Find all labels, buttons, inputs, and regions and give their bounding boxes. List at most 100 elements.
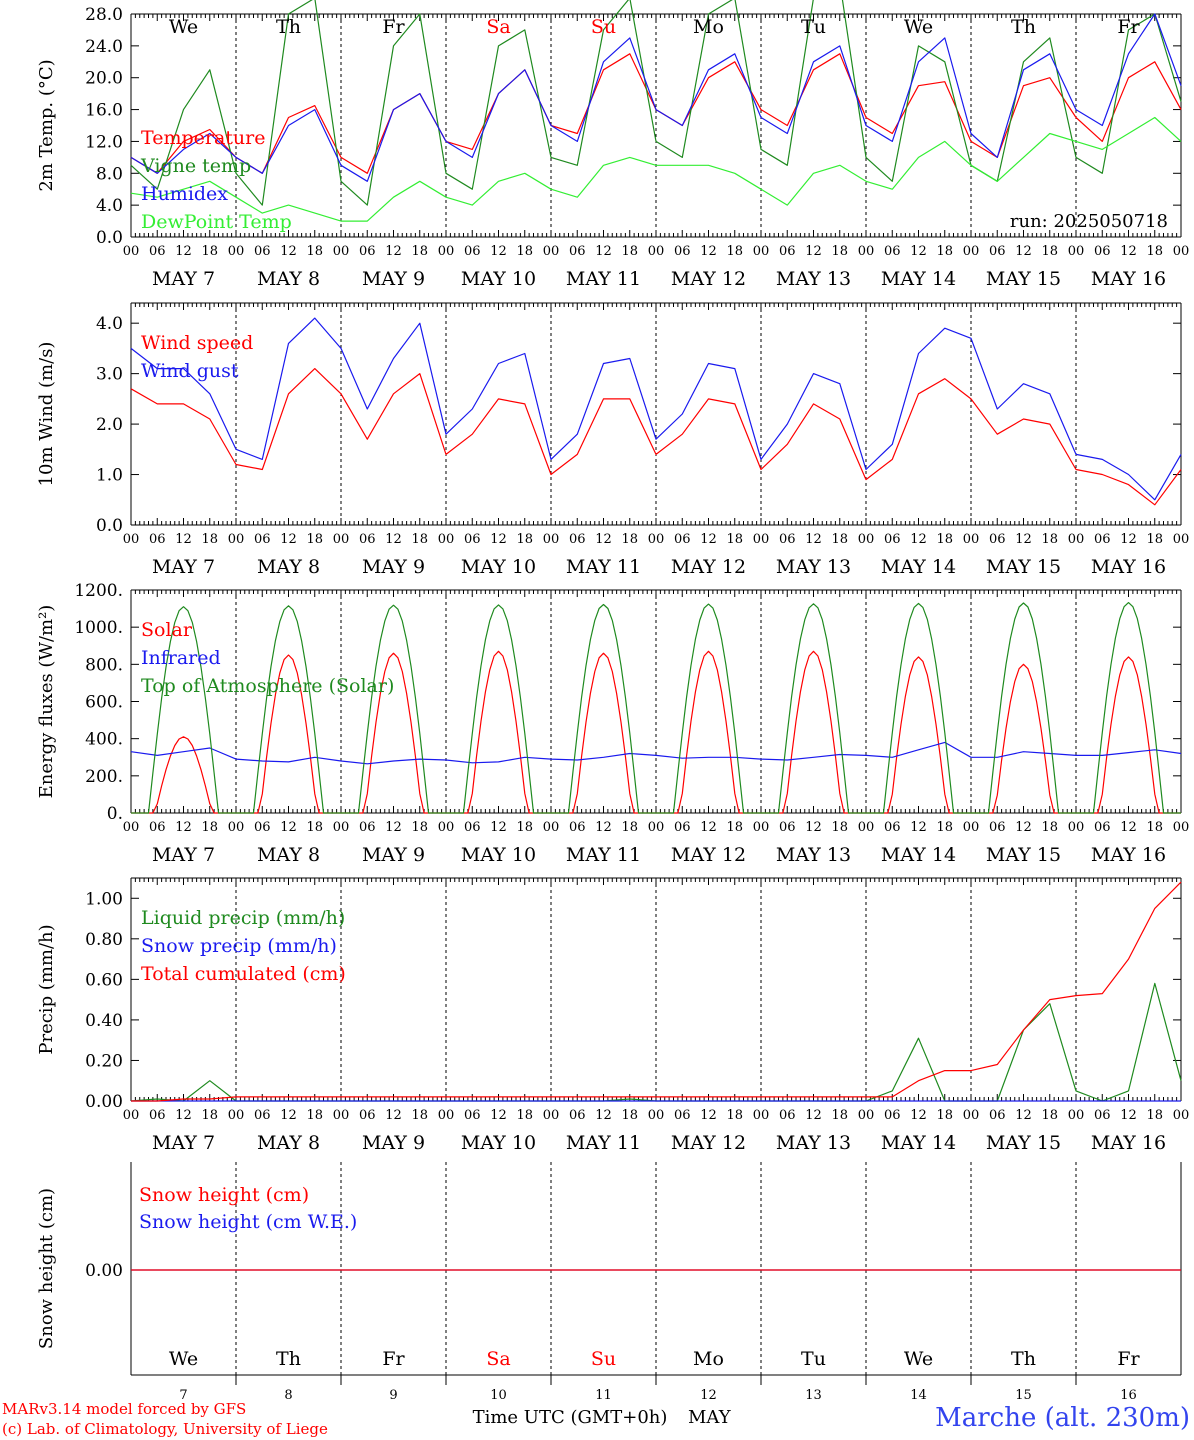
y-axis-label-1: 2m Temp. (°C): [36, 59, 57, 191]
x-tick-label-hour: 06: [884, 1108, 901, 1123]
y-axis-label-2: 10m Wind (m/s): [36, 342, 57, 487]
x-tick-label-hour: 18: [201, 1108, 218, 1123]
x-tick-label-date: MAY 16: [1091, 268, 1166, 290]
x-tick-label-hour: 18: [201, 820, 218, 835]
x-tick-label-date: MAY 8: [257, 556, 320, 578]
x-tick-label-hour: 06: [569, 244, 586, 259]
x-tick-label-date: MAY 12: [671, 556, 746, 578]
x-tick-label-hour: 00: [963, 532, 980, 547]
x-tick-label-date: MAY 14: [881, 268, 956, 290]
y-tick-label: 400.: [85, 730, 123, 750]
x-tick-label-hour: 18: [516, 244, 533, 259]
x-tick-label-hour: 18: [726, 532, 743, 547]
x-tick-label-hour: 00: [123, 820, 140, 835]
footer-lab: (c) Lab. of Climatology, University of L…: [2, 1420, 328, 1438]
x-tick-label-hour: 00: [123, 532, 140, 547]
weekday-label: Tu: [801, 16, 826, 38]
y-tick-label: 24.0: [85, 37, 123, 57]
x-tick-label-date: MAY 9: [362, 556, 425, 578]
x-tick-label-hour: 06: [779, 244, 796, 259]
y-tick-label: 4.0: [96, 196, 123, 216]
x-tick-label-hour: 00: [438, 532, 455, 547]
x-tick-label-hour: 12: [700, 1108, 717, 1123]
x-tick-label-hour: 12: [1120, 1108, 1137, 1123]
x-tick-label-hour: 00: [228, 1108, 245, 1123]
legend-infrared: Infrared: [141, 647, 221, 669]
x-tick-label-hour: 00: [858, 532, 875, 547]
weekday-label: Th: [276, 16, 301, 38]
x-tick-label-hour: 06: [1094, 532, 1111, 547]
x-tick-label-hour: 00: [228, 532, 245, 547]
x-tick-label-hour: 06: [674, 1108, 691, 1123]
x-tick-label-hour: 18: [1041, 244, 1058, 259]
x-tick-label-hour: 12: [595, 244, 612, 259]
x-tick-label-hour: 06: [464, 532, 481, 547]
y-axis-label-4: Precip (mm/h): [36, 924, 57, 1054]
x-tick-label-date: MAY 10: [461, 268, 536, 290]
x-tick-label-date: MAY 11: [566, 1132, 641, 1154]
x-tick-label-hour: 06: [149, 820, 166, 835]
x-tick-label-hour: 00: [753, 532, 770, 547]
x-tick-label-hour: 18: [516, 1108, 533, 1123]
x-tick-label-date: MAY 8: [257, 1132, 320, 1154]
legend-wind-speed: Wind speed: [141, 332, 253, 354]
weekday-label: Th: [276, 1348, 301, 1370]
legend-snow-height-cm-w-e-: Snow height (cm W.E.): [139, 1211, 357, 1233]
x-tick-label-hour: 00: [963, 244, 980, 259]
legend-snow-precip-mm-h-: Snow precip (mm/h): [141, 935, 337, 957]
x-tick-label-hour: 18: [306, 1108, 323, 1123]
series-infrared: [130, 741, 1182, 765]
x-tick-label-hour: 12: [1015, 244, 1032, 259]
x-tick-label-hour: 06: [569, 820, 586, 835]
legend-humidex: Humidex: [141, 183, 228, 205]
station-label: Marche (alt. 230m): [935, 1403, 1190, 1433]
x-tick-label-hour: 06: [254, 820, 271, 835]
x-tick-label-hour: 12: [1015, 1108, 1032, 1123]
x-tick-label-hour: 12: [595, 1108, 612, 1123]
x-tick-label-date: MAY 16: [1091, 556, 1166, 578]
x-tick-label-hour: 18: [621, 532, 638, 547]
x-tick-label-hour: 12: [595, 820, 612, 835]
x-tick-label-hour: 18: [1146, 244, 1163, 259]
weekday-label: Fr: [382, 16, 405, 38]
x-tick-label-hour: 18: [201, 244, 218, 259]
legend-temperature: Temperature: [141, 127, 265, 149]
x-tick-label-hour: 00: [228, 820, 245, 835]
x-tick-label-date: MAY 7: [152, 556, 215, 578]
x-tick-label-hour: 00: [333, 244, 350, 259]
x-tick-label-hour: 00: [333, 532, 350, 547]
weekday-label: We: [904, 16, 933, 38]
weekday-label: Fr: [1117, 1348, 1140, 1370]
legend-top-of-atmosphere-solar-: Top of Atmosphere (Solar): [141, 675, 394, 697]
run-label: run: 2025050718: [1010, 211, 1168, 232]
x-tick-label-day-number: 11: [595, 1388, 612, 1403]
x-tick-label-hour: 06: [569, 1108, 586, 1123]
x-tick-label-date: MAY 15: [986, 1132, 1061, 1154]
panels-group: 00 06 12 18 00 06 12 18 00 06 12 18 00 06 12 18 00 06 12 18…: [36, 0, 1189, 1403]
x-tick-label-hour: 06: [464, 820, 481, 835]
x-tick-label-hour: 00: [123, 1108, 140, 1123]
x-tick-label-date: MAY 12: [671, 844, 746, 866]
x-tick-label-hour: 12: [175, 244, 192, 259]
x-tick-label-hour: 12: [595, 532, 612, 547]
x-tick-label-day-number: 15: [1015, 1388, 1032, 1403]
x-tick-label-hour: 18: [1146, 1108, 1163, 1123]
x-tick-label-day-number: 9: [389, 1388, 397, 1403]
x-tick-label-hour: 18: [831, 820, 848, 835]
x-tick-label-date: MAY 7: [152, 1132, 215, 1154]
x-tick-label-hour: 00: [1173, 820, 1190, 835]
x-tick-label-hour: 06: [464, 1108, 481, 1123]
x-tick-label-date: MAY 9: [362, 1132, 425, 1154]
x-tick-label-hour: 18: [726, 244, 743, 259]
x-tick-label-hour: 00: [648, 532, 665, 547]
x-tick-label-hour: 18: [411, 532, 428, 547]
x-tick-label-hour: 18: [201, 532, 218, 547]
x-tick-label-hour: 18: [726, 1108, 743, 1123]
x-tick-label-hour: 00: [438, 244, 455, 259]
x-tick-label-hour: 18: [306, 532, 323, 547]
x-tick-label-hour: 00: [858, 1108, 875, 1123]
y-tick-label: 1.0: [96, 466, 123, 486]
x-tick-label-hour: 18: [1041, 820, 1058, 835]
x-tick-label-hour: 18: [726, 820, 743, 835]
weekday-label: Mo: [693, 16, 724, 38]
